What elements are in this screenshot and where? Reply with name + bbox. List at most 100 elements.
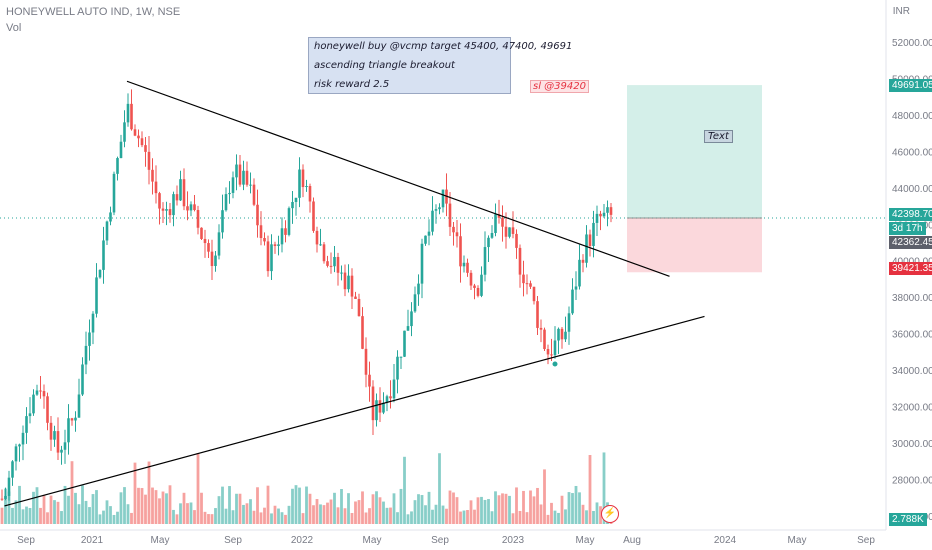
candle-body: [326, 261, 329, 266]
trade-note-box[interactable]: honeywell buy @vcmp target 45400, 47400,…: [308, 37, 572, 94]
candle-body: [60, 449, 63, 453]
candle-body: [364, 348, 368, 375]
candle-body: [144, 145, 147, 152]
candle-body: [389, 396, 392, 399]
candle-body: [126, 103, 130, 123]
candle-body: [242, 170, 245, 185]
candle-body: [116, 158, 119, 174]
candle-body: [102, 240, 105, 270]
candle-body: [256, 204, 259, 226]
volume-bar: [504, 493, 508, 524]
support-trendline: [4, 315, 705, 507]
candle-body: [193, 204, 196, 211]
candle-body: [56, 431, 60, 453]
volume-bar: [252, 510, 256, 524]
text-annotation[interactable]: Text: [704, 130, 733, 143]
candle-body: [81, 364, 84, 395]
candle-body: [84, 345, 88, 365]
volume-bar: [84, 500, 88, 524]
note-line-2: ascending triangle breakout: [314, 60, 455, 71]
volume-bar: [459, 511, 462, 524]
candle-body: [560, 328, 564, 340]
candle-body: [133, 129, 137, 136]
volume-bar: [287, 505, 291, 524]
volume-bar: [529, 490, 532, 524]
volume-bar: [186, 503, 189, 524]
volume-bar: [249, 499, 252, 524]
volume-bar: [256, 487, 259, 524]
candle-body: [609, 207, 613, 215]
volume-bar: [245, 503, 249, 524]
candle-body: [431, 210, 434, 232]
volume-bar: [431, 509, 434, 524]
volume-bar: [329, 499, 333, 524]
candle-body: [322, 244, 326, 262]
volume-bar: [518, 510, 522, 524]
candle-body: [522, 274, 525, 284]
volume-bar: [7, 491, 11, 524]
candle-body: [333, 256, 336, 267]
volume-tag: 2.788K: [889, 513, 927, 526]
candle-body: [438, 207, 441, 210]
candle-body: [543, 329, 546, 350]
stop-zone: [627, 218, 762, 273]
candle-body: [504, 226, 508, 237]
candle-body: [319, 244, 322, 246]
volume-bar: [49, 495, 53, 524]
volume-bar: [35, 487, 39, 524]
trendlines: [4, 80, 705, 507]
candle-body: [231, 177, 235, 193]
volume-bar: [424, 505, 427, 524]
volume-bar: [70, 461, 74, 524]
candle-body: [308, 186, 312, 202]
candle-body: [539, 327, 543, 330]
volume-bar: [546, 514, 550, 524]
stop-loss-label[interactable]: sl @39420: [530, 80, 589, 93]
x-tick-label: Sep: [431, 535, 449, 546]
candle-body: [301, 169, 305, 188]
candle-body: [494, 214, 497, 234]
y-tick-label: 48000.00: [892, 111, 932, 122]
volume-bar: [469, 500, 473, 524]
candle-body: [214, 255, 217, 267]
candle-body: [305, 186, 308, 188]
volume-bar: [105, 500, 109, 524]
volume-bar: [322, 505, 326, 524]
volume-bar: [564, 509, 567, 524]
candle-body: [291, 201, 294, 209]
volume-bar: [81, 485, 84, 524]
volume-bar: [98, 514, 102, 524]
volume-bar: [217, 496, 221, 524]
volume-bar: [294, 485, 298, 524]
volume-bar: [0, 507, 4, 524]
lightning-icon[interactable]: ⚡: [601, 505, 619, 523]
candle-body: [382, 402, 385, 413]
x-tick-label: May: [151, 535, 170, 546]
prev-close-tag: 42362.45: [889, 236, 932, 249]
candle-body: [469, 272, 473, 286]
x-tick-label: 2024: [714, 535, 737, 546]
candle-body: [350, 275, 354, 297]
candle-body: [11, 461, 14, 478]
volume-bar: [560, 495, 564, 524]
candle-body: [154, 181, 158, 194]
candle-body: [287, 208, 291, 235]
volume-bar: [242, 504, 245, 524]
volume-bar: [441, 505, 445, 524]
candle-body: [417, 283, 420, 295]
candle-body: [280, 228, 284, 245]
volume-bar: [483, 499, 487, 524]
volume-bar: [238, 493, 242, 524]
candle-body: [217, 232, 221, 256]
volume-bar: [56, 501, 60, 524]
volume-bar: [140, 488, 144, 524]
candle-body: [420, 243, 424, 284]
candle-body: [378, 400, 382, 413]
candle-body: [508, 227, 511, 237]
volume-bar: [144, 494, 147, 524]
candle-body: [294, 197, 298, 202]
volume-bar: [413, 500, 417, 524]
candle-body: [189, 204, 193, 211]
volume-bar: [109, 506, 112, 524]
volume-bar: [494, 491, 497, 524]
